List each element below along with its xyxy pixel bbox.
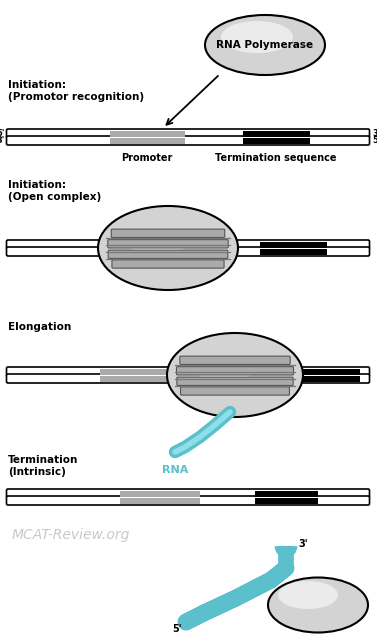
FancyBboxPatch shape <box>176 367 294 375</box>
FancyBboxPatch shape <box>6 489 369 498</box>
Ellipse shape <box>98 206 238 290</box>
Ellipse shape <box>278 581 338 609</box>
FancyBboxPatch shape <box>6 136 369 145</box>
Ellipse shape <box>268 577 368 633</box>
Bar <box>295 368 360 374</box>
Ellipse shape <box>126 229 189 254</box>
Text: MCAT-Review.org: MCAT-Review.org <box>12 528 130 542</box>
Bar <box>120 491 200 496</box>
FancyBboxPatch shape <box>6 496 369 505</box>
Text: 5': 5' <box>372 136 377 145</box>
Bar <box>260 248 327 255</box>
Text: 5': 5' <box>172 624 182 634</box>
Ellipse shape <box>205 15 325 75</box>
Bar <box>100 368 175 374</box>
Text: Elongation: Elongation <box>8 322 71 332</box>
Bar <box>243 131 310 136</box>
Text: Termination
(Intrinsic): Termination (Intrinsic) <box>8 455 78 476</box>
FancyBboxPatch shape <box>111 229 225 237</box>
Bar <box>120 498 200 503</box>
FancyBboxPatch shape <box>177 377 293 385</box>
FancyBboxPatch shape <box>222 240 369 249</box>
FancyBboxPatch shape <box>108 250 228 258</box>
Bar <box>295 376 360 381</box>
Text: 3': 3' <box>372 129 377 138</box>
Ellipse shape <box>194 356 255 381</box>
Text: Initiation:
(Open complex): Initiation: (Open complex) <box>8 180 101 202</box>
Text: 3': 3' <box>298 539 308 549</box>
Text: RNA Polymerase: RNA Polymerase <box>216 40 314 50</box>
Text: 5': 5' <box>0 129 5 138</box>
Ellipse shape <box>167 333 303 417</box>
FancyBboxPatch shape <box>6 129 369 138</box>
Bar <box>260 242 327 248</box>
Ellipse shape <box>221 21 293 53</box>
Text: RNA: RNA <box>162 465 188 475</box>
FancyBboxPatch shape <box>112 260 224 268</box>
Bar <box>243 138 310 143</box>
FancyBboxPatch shape <box>287 367 369 376</box>
FancyBboxPatch shape <box>6 240 115 249</box>
FancyBboxPatch shape <box>180 356 290 365</box>
Bar <box>255 498 318 503</box>
Text: Termination sequence: Termination sequence <box>215 153 337 163</box>
Bar <box>110 131 185 136</box>
Bar <box>255 491 318 496</box>
Bar <box>100 376 175 381</box>
FancyBboxPatch shape <box>108 240 228 248</box>
FancyBboxPatch shape <box>222 247 369 256</box>
Text: 3': 3' <box>0 136 5 145</box>
FancyBboxPatch shape <box>287 374 369 383</box>
Text: Initiation:
(Promotor recognition): Initiation: (Promotor recognition) <box>8 80 144 102</box>
Text: Promoter: Promoter <box>121 153 173 163</box>
FancyBboxPatch shape <box>181 387 290 395</box>
FancyBboxPatch shape <box>6 374 184 383</box>
FancyBboxPatch shape <box>6 367 184 376</box>
FancyBboxPatch shape <box>6 247 115 256</box>
Bar <box>110 138 185 143</box>
